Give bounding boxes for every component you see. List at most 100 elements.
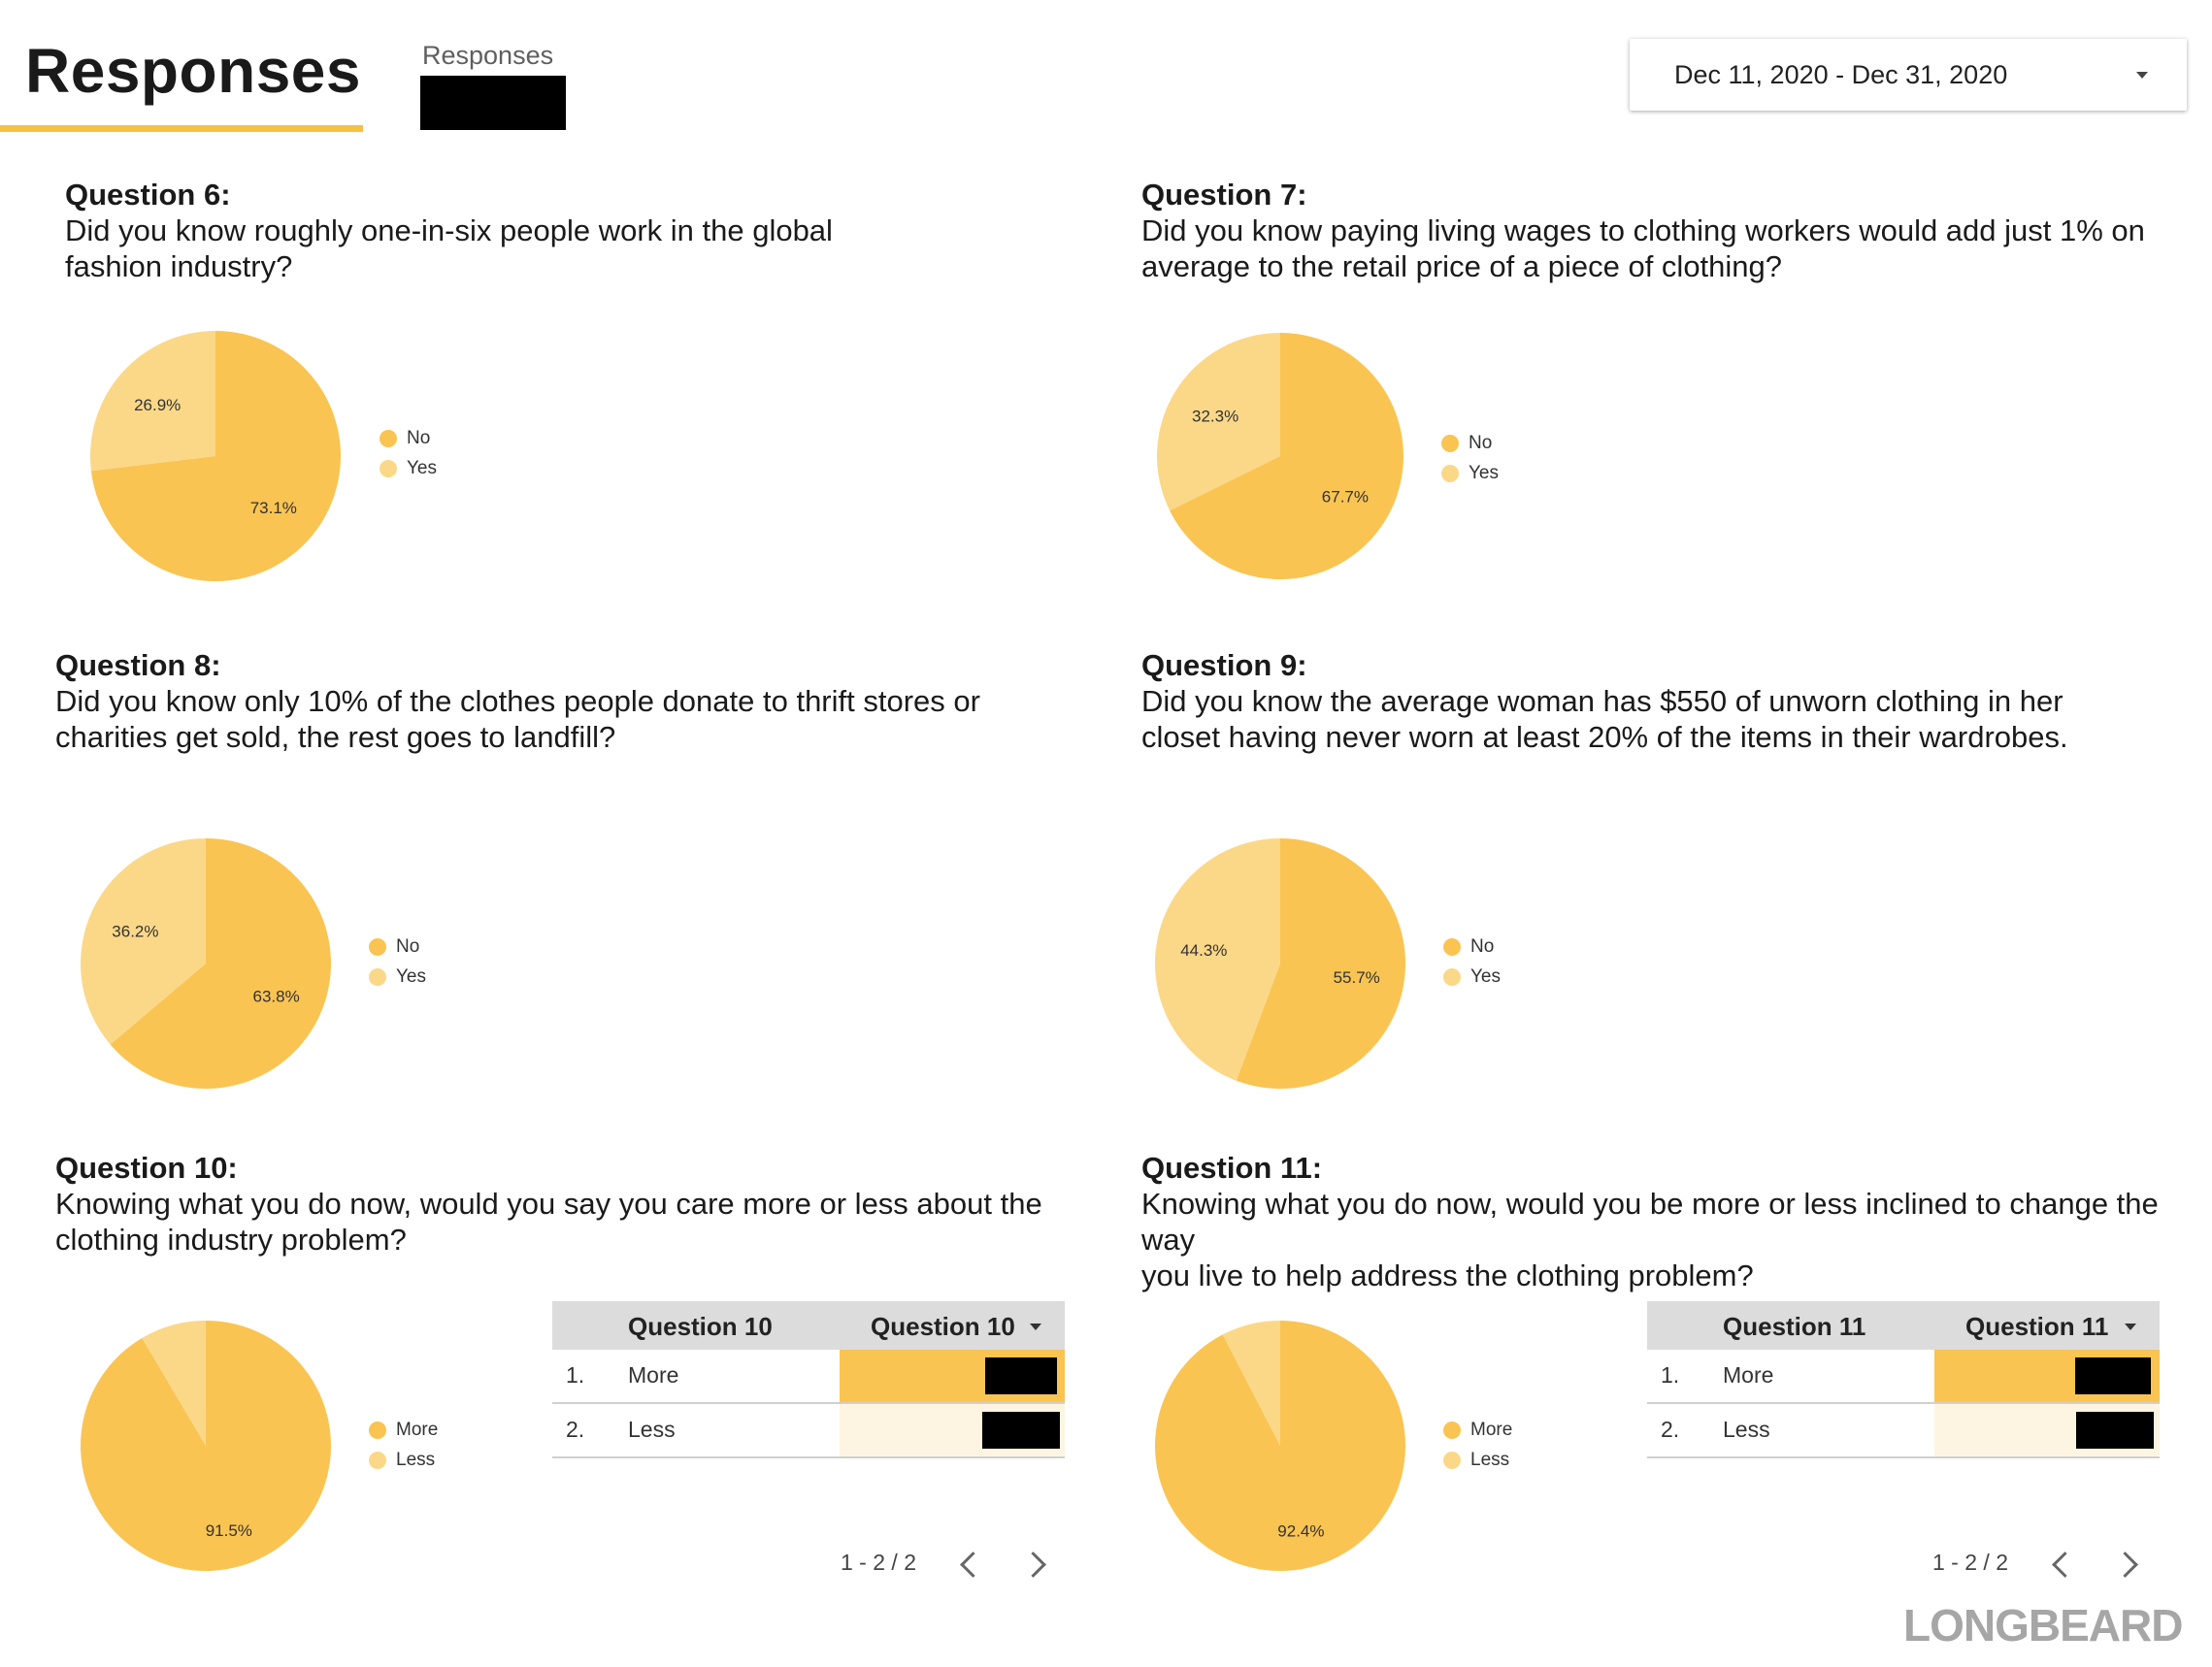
question-9-heading: Question 9: Did you know the average wom… [1141, 647, 2068, 755]
chevron-down-icon [2136, 72, 2148, 79]
legend-item: Yes [1441, 458, 1499, 488]
pie-data-label: 73.1% [250, 499, 297, 517]
row-index: 2. [566, 1417, 585, 1442]
legend-item: No [380, 423, 437, 453]
legend-swatch-secondary [1443, 1451, 1461, 1469]
question-label: Question 7: [1141, 178, 1307, 212]
legend-label: No [407, 427, 431, 448]
legend-item: More [369, 1415, 438, 1445]
scorecard-label: Responses [422, 41, 554, 70]
question-text: Did you know only 10% of the clothes peo… [55, 684, 980, 718]
row-category: More [1723, 1362, 1774, 1388]
pie-slice-no [90, 331, 342, 581]
column-header-metric[interactable]: Question 10 [871, 1312, 1015, 1341]
legend-swatch-secondary [1441, 464, 1459, 482]
legend-swatch-primary [380, 429, 397, 447]
row-value-redacted [2075, 1357, 2151, 1394]
chevron-right-icon[interactable] [1020, 1552, 1046, 1578]
legend-item: Yes [380, 453, 437, 483]
question-text: you live to help address the clothing pr… [1141, 1258, 1754, 1292]
question-7-heading: Question 7: Did you know paying living w… [1141, 177, 2145, 284]
pie-slice-less [1222, 1321, 1280, 1446]
legend-swatch-primary [369, 1421, 386, 1439]
column-header-dimension[interactable]: Question 10 [628, 1312, 773, 1341]
table-row[interactable]: 1. More [552, 1350, 1065, 1404]
chevron-left-icon[interactable] [2052, 1552, 2078, 1578]
legend-swatch-primary [1443, 1421, 1461, 1439]
pie-slice-less [142, 1321, 206, 1446]
pie-slice-no [1170, 333, 1404, 579]
pie-data-label: 91.5% [206, 1521, 252, 1540]
legend-label: More [1470, 1419, 1513, 1440]
question-text: charities get sold, the rest goes to lan… [55, 720, 616, 754]
pie-slice-no [110, 838, 331, 1089]
pie-slice-yes [80, 838, 206, 1045]
legend-question-8: No Yes [369, 932, 426, 992]
question-label: Question 9: [1141, 648, 1307, 682]
question-8-heading: Question 8: Did you know only 10% of the… [55, 647, 980, 755]
legend-swatch-secondary [1443, 967, 1461, 986]
legend-label: Yes [407, 457, 437, 478]
legend-question-11: More Less [1443, 1415, 1512, 1475]
legend-label: No [1470, 935, 1495, 957]
date-range-picker[interactable]: Dec 11, 2020 - Dec 31, 2020 [1630, 39, 2187, 111]
legend-label: Less [396, 1449, 436, 1470]
column-header-dimension[interactable]: Question 11 [1723, 1312, 1866, 1341]
sort-caret-icon[interactable] [1030, 1324, 1041, 1330]
pie-data-label: 26.9% [134, 396, 181, 414]
row-value-redacted [982, 1412, 1060, 1449]
legend-swatch-secondary [369, 1451, 386, 1469]
legend-swatch-primary [1441, 434, 1459, 452]
chevron-right-icon[interactable] [2112, 1552, 2138, 1578]
legend-label: No [1469, 432, 1493, 453]
question-text: Knowing what you do now, would you be mo… [1141, 1187, 2159, 1257]
pie-slice-no [1236, 837, 1406, 1089]
pie-data-label: 63.8% [252, 988, 299, 1006]
legend-swatch-primary [369, 937, 386, 956]
pagination-text: 1 - 2 / 2 [841, 1550, 916, 1575]
pie-slice-more [1154, 1321, 1405, 1571]
table-question-11: Question 11 Question 11 1. More 2. Less [1647, 1301, 2160, 1466]
legend-item: Less [369, 1445, 438, 1475]
question-text: Did you know paying living wages to clot… [1141, 213, 2145, 247]
pie-slice-yes [1157, 333, 1280, 511]
legend-label: More [396, 1419, 439, 1440]
chevron-left-icon[interactable] [960, 1552, 986, 1578]
pie-slice-yes [90, 331, 215, 472]
question-label: Question 6: [65, 178, 231, 212]
row-category: More [628, 1362, 679, 1388]
legend-question-10: More Less [369, 1415, 438, 1475]
legend-item: More [1443, 1415, 1512, 1445]
question-label: Question 11: [1141, 1151, 1323, 1185]
row-value-redacted [2076, 1412, 2154, 1449]
legend-swatch-primary [1443, 937, 1461, 956]
table-row[interactable]: 1. More [1647, 1350, 2160, 1404]
date-range-text: Dec 11, 2020 - Dec 31, 2020 [1674, 60, 2008, 89]
question-text: closet having never worn at least 20% of… [1141, 720, 2068, 754]
question-text: Did you know roughly one-in-six people w… [65, 213, 833, 247]
question-text: average to the retail price of a piece o… [1141, 249, 1783, 283]
scorecard-value-redacted [420, 76, 566, 130]
legend-label: No [396, 935, 420, 957]
table-row[interactable]: 2. Less [552, 1404, 1065, 1458]
longbeard-logo: LONGBEARD [1903, 1600, 2183, 1651]
legend-question-6: No Yes [380, 423, 437, 483]
legend-label: Less [1470, 1449, 1510, 1470]
row-value-redacted [985, 1357, 1057, 1394]
column-header-metric[interactable]: Question 11 [1965, 1312, 2109, 1341]
sort-caret-icon[interactable] [2125, 1324, 2136, 1330]
legend-label: Yes [396, 965, 426, 987]
table-header: Question 10 Question 10 [552, 1301, 1065, 1350]
legend-question-9: No Yes [1443, 932, 1501, 992]
pie-data-label: 67.7% [1322, 488, 1369, 507]
question-text: Did you know the average woman has $550 … [1141, 684, 2063, 718]
table-row[interactable]: 2. Less [1647, 1404, 2160, 1458]
legend-item: No [369, 932, 426, 962]
legend-label: Yes [1470, 965, 1501, 987]
row-index: 1. [1661, 1362, 1680, 1388]
legend-item: No [1443, 932, 1501, 962]
question-11-heading: Question 11: Knowing what you do now, wo… [1141, 1150, 2212, 1293]
legend-item: No [1441, 428, 1499, 458]
pie-slice-yes [1155, 838, 1280, 1081]
pagination-text: 1 - 2 / 2 [1932, 1550, 2008, 1575]
